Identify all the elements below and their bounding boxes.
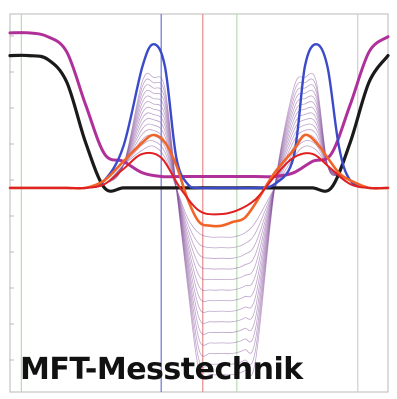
- family-series-line: [10, 95, 389, 335]
- family-series-line: [10, 140, 389, 249]
- family-series-line: [10, 101, 389, 324]
- series-line: [8, 31, 390, 179]
- family-series-line: [10, 123, 389, 281]
- series-line: [9, 151, 389, 216]
- family-series-line: [10, 112, 389, 302]
- series-line: [8, 133, 390, 228]
- caption-label: MFT-Messtechnik: [20, 352, 303, 387]
- family-series-line: [10, 72, 389, 379]
- plot-border: [9, 13, 389, 393]
- series-line: [8, 43, 390, 190]
- family-series-line: [10, 129, 389, 270]
